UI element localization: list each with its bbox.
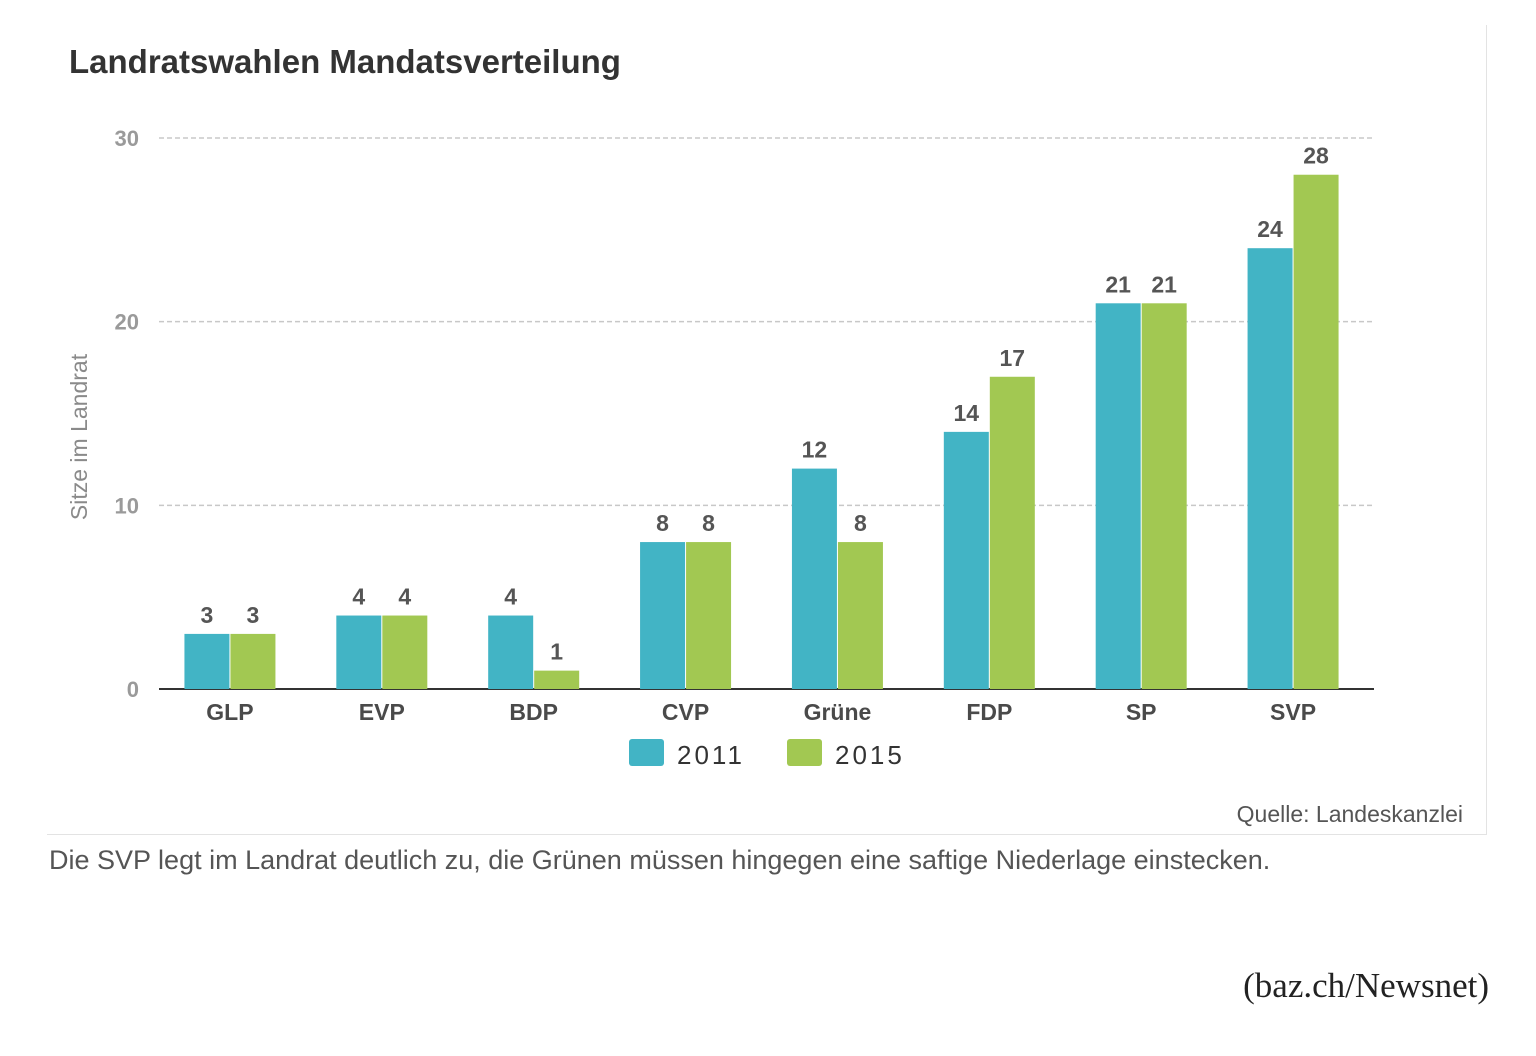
chart-title: Landratswahlen Mandatsverteilung bbox=[69, 43, 621, 80]
data-label-2011-EVP: 4 bbox=[352, 584, 365, 610]
bar-2011-EVP bbox=[336, 615, 382, 689]
source-note: Quelle: Landeskanzlei bbox=[1237, 801, 1463, 827]
bar-2011-SVP bbox=[1247, 248, 1293, 689]
bar-2015-SVP bbox=[1293, 174, 1339, 689]
bar-2015-SP bbox=[1141, 303, 1187, 689]
data-label-2011-SP: 21 bbox=[1105, 271, 1131, 297]
x-tick-EVP: EVP bbox=[359, 699, 405, 725]
credit: (baz.ch/Newsnet) bbox=[1243, 966, 1489, 1005]
bars bbox=[184, 174, 1339, 689]
legend-label-2011: 2011 bbox=[677, 740, 745, 770]
x-tick-SVP: SVP bbox=[1270, 699, 1316, 725]
legend-swatch-2011 bbox=[629, 739, 664, 766]
data-label-2015-CVP: 8 bbox=[702, 510, 715, 536]
bar-2015-BDP bbox=[534, 670, 580, 689]
legend-swatch-2015 bbox=[787, 739, 822, 766]
bar-2011-Grüne bbox=[791, 468, 837, 689]
data-label-2011-SVP: 24 bbox=[1257, 216, 1283, 242]
caption: Die SVP legt im Landrat deutlich zu, die… bbox=[49, 845, 1271, 875]
x-axis-ticks: GLP EVP BDP CVP Grüne FDP SP SVP bbox=[206, 699, 1316, 725]
data-label-2011-GLP: 3 bbox=[201, 602, 214, 628]
bar-2011-CVP bbox=[640, 542, 686, 689]
bar-2011-FDP bbox=[943, 431, 989, 689]
data-label-2015-GLP: 3 bbox=[247, 602, 260, 628]
x-tick-SP: SP bbox=[1126, 699, 1157, 725]
data-label-2015-SP: 21 bbox=[1151, 271, 1177, 297]
data-labels: 3 3 4 4 4 1 8 8 12 8 14 17 21 21 24 28 bbox=[201, 143, 1330, 665]
x-tick-FDP: FDP bbox=[966, 699, 1012, 725]
x-tick-Grüne: Grüne bbox=[804, 699, 872, 725]
bar-2015-Grüne bbox=[837, 542, 883, 689]
legend: 2011 2015 bbox=[629, 739, 905, 770]
data-label-2011-BDP: 4 bbox=[504, 584, 517, 610]
data-label-2011-FDP: 14 bbox=[954, 400, 980, 426]
y-tick-20: 20 bbox=[115, 310, 139, 335]
y-axis-label: Sitze im Landrat bbox=[66, 353, 92, 520]
data-label-2015-SVP: 28 bbox=[1303, 143, 1329, 169]
data-label-2011-CVP: 8 bbox=[656, 510, 669, 536]
bar-2011-SP bbox=[1095, 303, 1141, 689]
x-tick-BDP: BDP bbox=[509, 699, 558, 725]
data-label-2015-EVP: 4 bbox=[398, 584, 411, 610]
bar-chart: Landratswahlen Mandatsverteilung Sitze i… bbox=[66, 43, 1463, 827]
chart-frame: Landratswahlen Mandatsverteilung Sitze i… bbox=[47, 25, 1487, 835]
bar-2015-GLP bbox=[230, 633, 276, 689]
data-label-2011-Grüne: 12 bbox=[802, 437, 828, 463]
y-tick-10: 10 bbox=[115, 493, 139, 518]
data-label-2015-BDP: 1 bbox=[550, 639, 563, 665]
bar-2015-EVP bbox=[382, 615, 428, 689]
y-tick-30: 30 bbox=[115, 126, 139, 151]
bar-2011-BDP bbox=[488, 615, 534, 689]
x-tick-GLP: GLP bbox=[206, 699, 253, 725]
data-label-2015-Grüne: 8 bbox=[854, 510, 867, 536]
bar-2011-GLP bbox=[184, 633, 230, 689]
data-label-2015-FDP: 17 bbox=[1000, 345, 1026, 371]
bar-2015-FDP bbox=[989, 376, 1035, 689]
x-tick-CVP: CVP bbox=[662, 699, 709, 725]
bar-2015-CVP bbox=[686, 542, 732, 689]
y-tick-0: 0 bbox=[127, 677, 139, 702]
legend-label-2015: 2015 bbox=[835, 740, 905, 770]
